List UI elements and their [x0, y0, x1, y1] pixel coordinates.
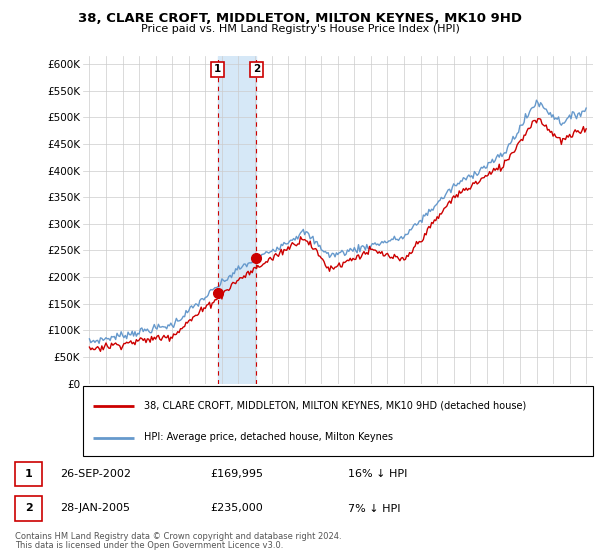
Text: Price paid vs. HM Land Registry's House Price Index (HPI): Price paid vs. HM Land Registry's House … [140, 24, 460, 34]
Bar [218, 56, 256, 384]
Text: 2: 2 [253, 64, 260, 74]
Text: 1: 1 [214, 64, 221, 74]
Text: HPI: Average price, detached house, Milton Keynes: HPI: Average price, detached house, Milt… [144, 432, 393, 442]
Text: 7% ↓ HPI: 7% ↓ HPI [348, 503, 401, 514]
FancyBboxPatch shape [83, 386, 593, 456]
Text: £235,000: £235,000 [210, 503, 263, 514]
Text: 26-SEP-2002: 26-SEP-2002 [60, 469, 131, 479]
Text: 16% ↓ HPI: 16% ↓ HPI [348, 469, 407, 479]
FancyBboxPatch shape [15, 461, 42, 487]
Text: £169,995: £169,995 [210, 469, 263, 479]
Text: 1: 1 [25, 469, 32, 479]
Text: 2: 2 [25, 503, 32, 514]
Text: This data is licensed under the Open Government Licence v3.0.: This data is licensed under the Open Gov… [15, 541, 283, 550]
Text: 28-JAN-2005: 28-JAN-2005 [60, 503, 130, 514]
Text: Contains HM Land Registry data © Crown copyright and database right 2024.: Contains HM Land Registry data © Crown c… [15, 532, 341, 541]
Text: 38, CLARE CROFT, MIDDLETON, MILTON KEYNES, MK10 9HD (detached house): 38, CLARE CROFT, MIDDLETON, MILTON KEYNE… [144, 401, 526, 411]
Text: 38, CLARE CROFT, MIDDLETON, MILTON KEYNES, MK10 9HD: 38, CLARE CROFT, MIDDLETON, MILTON KEYNE… [78, 12, 522, 25]
FancyBboxPatch shape [15, 496, 42, 521]
